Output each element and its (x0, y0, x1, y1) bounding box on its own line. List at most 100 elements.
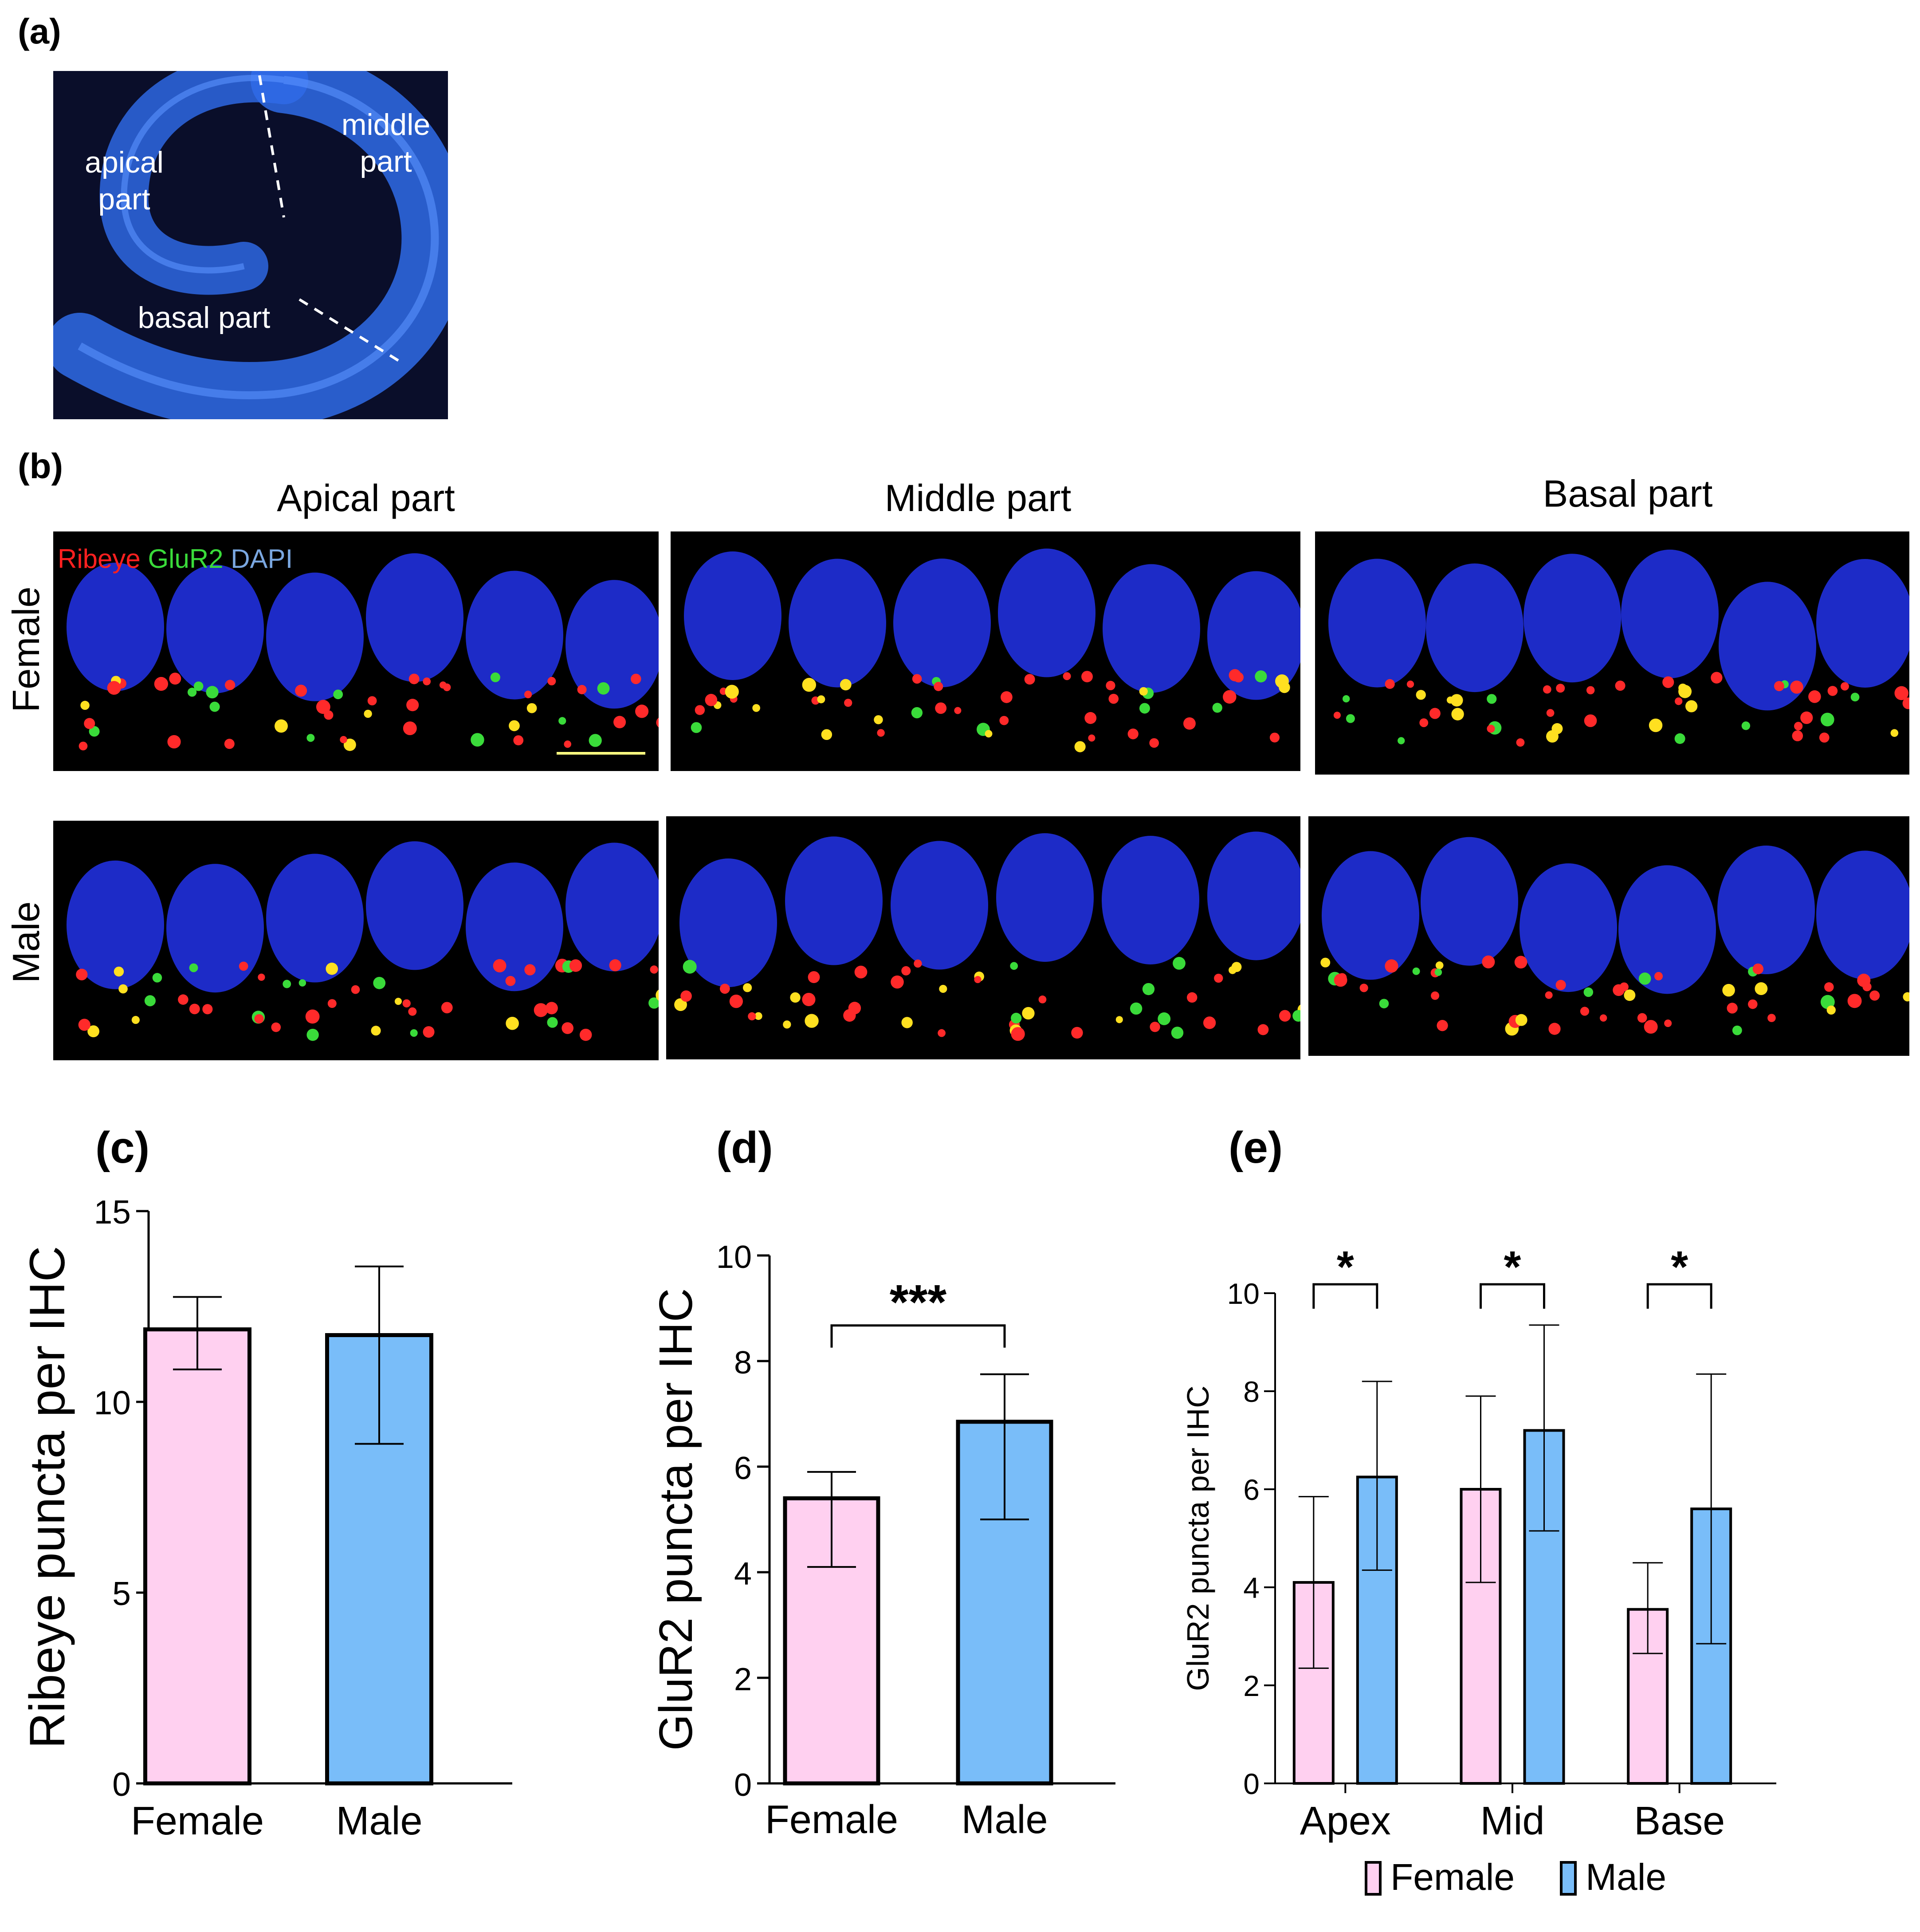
synapse-punctum (513, 735, 524, 746)
y-tick-label: 2 (734, 1662, 752, 1697)
synapse-punctum (901, 966, 911, 976)
synapse-punctum (754, 1012, 762, 1020)
synapse-punctum (545, 1002, 558, 1015)
x-tick-label: Female (765, 1798, 898, 1842)
synapse-punctum (154, 677, 169, 691)
micrograph-image (67, 553, 659, 755)
synapse-punctum (1583, 987, 1594, 997)
significance-marker: *** (890, 1275, 947, 1330)
synapse-punctum (1139, 703, 1150, 714)
synapse-punctum (327, 999, 337, 1008)
column-title-apical: Apical part (277, 477, 455, 519)
synapse-punctum (954, 707, 962, 714)
synapse-punctum (609, 959, 621, 972)
nucleus (684, 551, 781, 680)
synapse-punctum (844, 699, 852, 707)
synapse-punctum (650, 965, 658, 974)
synapse-punctum (729, 994, 743, 1008)
y-tick-label: 6 (1243, 1473, 1260, 1506)
panel-letter-e: (e) (1229, 1123, 1283, 1173)
synapse-punctum (1127, 728, 1139, 740)
y-tick-label: 0 (112, 1766, 131, 1803)
synapse-punctum (1664, 1019, 1672, 1027)
synapse-punctum (193, 681, 204, 691)
synapse-punctum (254, 1014, 264, 1024)
synapse-punctum (1108, 693, 1119, 704)
y-tick-label: 10 (716, 1239, 752, 1275)
synapse-punctum (1255, 670, 1267, 683)
synapse-punctum (1337, 973, 1347, 983)
y-tick-label: 2 (1243, 1669, 1260, 1702)
row-label-female: Female (5, 586, 47, 712)
synapse-punctum (1741, 721, 1751, 730)
synapse-punctum (524, 964, 536, 976)
synapse-punctum (298, 979, 306, 987)
y-tick-label: 6 (734, 1451, 752, 1486)
synapse-punctum (579, 1028, 592, 1041)
significance-marker: * (1671, 1242, 1688, 1292)
synapse-punctum (189, 963, 198, 972)
synapse-punctum (306, 1028, 319, 1041)
synapse-punctum (1150, 1022, 1160, 1032)
synapse-punctum (854, 965, 868, 979)
synapse-punctum (1431, 991, 1440, 1000)
bar-female (143, 1327, 251, 1786)
panel-letter-d: (d) (716, 1123, 773, 1173)
synapse-punctum (224, 739, 235, 749)
synapse-punctum (817, 695, 825, 704)
synapse-punctum (167, 735, 181, 749)
synapse-punctum (373, 976, 386, 989)
nucleus (1207, 831, 1300, 960)
synapse-punctum (1106, 681, 1115, 690)
synapse-punctum (1615, 681, 1626, 691)
nucleus (1621, 549, 1719, 678)
synapse-punctum (471, 733, 484, 747)
synapse-punctum (490, 672, 500, 682)
synapse-punctum (1487, 724, 1495, 733)
synapse-punctum (1130, 1002, 1143, 1015)
synapse-punctum (1142, 983, 1155, 996)
synapse-punctum (802, 992, 816, 1007)
synapse-punctum (1231, 962, 1242, 972)
column-title-middle: Middle part (884, 477, 1072, 519)
synapse-punctum (1548, 1023, 1561, 1035)
synapse-punctum (509, 720, 520, 732)
synapse-punctum (1841, 682, 1849, 691)
synapse-punctum (569, 959, 582, 972)
significance-bracket (1312, 1283, 1378, 1309)
synapse-punctum (1063, 672, 1071, 681)
synapse-punctum (743, 983, 752, 992)
synapse-punctum (1223, 690, 1237, 704)
synapse-punctum (1139, 687, 1148, 696)
x-tick-label: Base (1634, 1799, 1725, 1843)
nucleus (266, 572, 364, 701)
synapse-punctum (648, 997, 659, 1009)
x-tick-label: Apex (1300, 1799, 1391, 1843)
apical-middle-divider (258, 75, 285, 218)
synapse-punctum (423, 1026, 435, 1038)
synapse-punctum (1010, 962, 1018, 970)
nucleus (893, 559, 991, 688)
nucleus (366, 553, 463, 682)
nucleus (1421, 837, 1518, 966)
synapse-punctum (1685, 700, 1698, 712)
nucleus (1103, 564, 1200, 693)
synapse-punctum (1419, 718, 1429, 728)
synapse-punctum (206, 686, 219, 699)
nucleus (1328, 559, 1426, 688)
column-title-basal: Basal part (1543, 473, 1713, 515)
synapse-punctum (1024, 674, 1035, 685)
nucleus (1618, 865, 1716, 994)
synapse-punctum (408, 1007, 417, 1016)
nucleus (1102, 835, 1199, 964)
synapse-punctum (1727, 1003, 1738, 1014)
synapse-punctum (1011, 1027, 1025, 1041)
synapse-punctum (1890, 729, 1899, 737)
synapse-punctum (114, 966, 124, 977)
synapse-punctum (152, 973, 162, 983)
synapse-punctum (558, 717, 566, 725)
row-label-male: Male (5, 901, 47, 984)
synapse-punctum (178, 994, 188, 1005)
micrograph-female-apical (53, 531, 659, 771)
synapse-punctum (271, 1022, 281, 1032)
